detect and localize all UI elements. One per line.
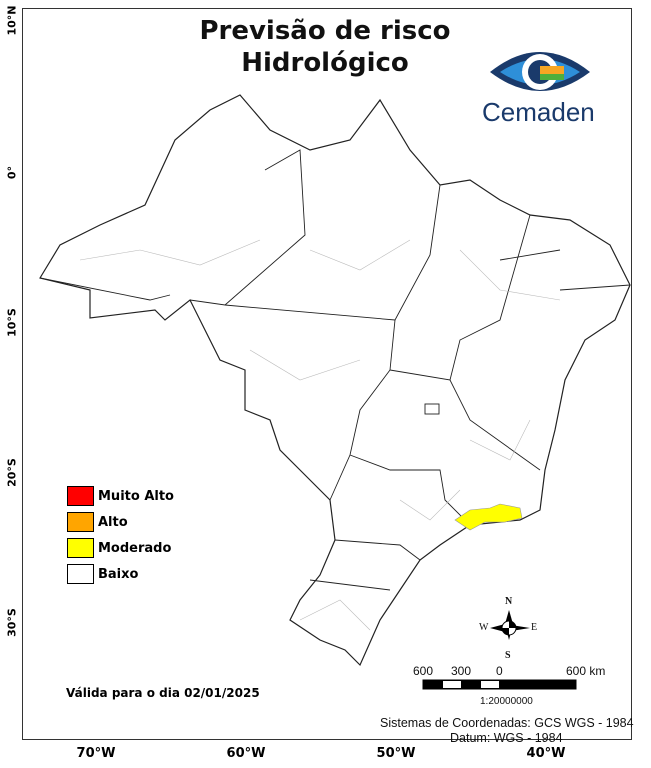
lon-label: 50°W xyxy=(376,746,416,761)
coordinate-system: Sistemas de Coordenadas: GCS WGS - 1984 xyxy=(380,716,634,730)
valid-date: Válida para o dia 02/01/2025 xyxy=(66,686,260,700)
scale-label: 300 xyxy=(451,664,472,678)
lat-label: 30°S xyxy=(5,608,19,637)
scale-label: 0 xyxy=(496,664,503,678)
scale-label: 600 km xyxy=(566,664,606,678)
compass-s: S xyxy=(505,650,511,661)
legend-item-muito-alto: Muito Alto xyxy=(67,486,174,506)
scale-ratio: 1:20000000 xyxy=(480,696,533,707)
compass-w: W xyxy=(479,622,489,633)
legend-label: Moderado xyxy=(98,540,172,556)
legend-item-moderado: Moderado xyxy=(67,538,171,558)
legend-label: Muito Alto xyxy=(98,488,174,504)
municipal-borders xyxy=(79,239,561,631)
scale-label: 600 xyxy=(413,664,434,678)
lat-label: 0° xyxy=(5,165,19,180)
lat-label: 10°N xyxy=(5,5,19,36)
state-borders xyxy=(39,149,631,591)
compass-e: E xyxy=(531,622,538,633)
compass-n: N xyxy=(505,596,513,607)
scale-bar xyxy=(422,679,577,690)
logo-text: Cemaden xyxy=(482,97,595,127)
lon-label: 70°W xyxy=(76,746,116,761)
lon-label: 60°W xyxy=(226,746,266,761)
lon-label: 40°W xyxy=(526,746,566,761)
datum: Datum: WGS - 1984 xyxy=(450,731,563,745)
map-subtitle: Hidrológico xyxy=(241,48,409,78)
legend-swatch xyxy=(67,512,94,532)
legend-label: Alto xyxy=(98,514,128,530)
legend-swatch xyxy=(67,486,94,506)
compass-rose xyxy=(490,610,530,640)
moderate-risk-area xyxy=(454,503,523,531)
legend-swatch xyxy=(67,538,94,558)
map-title: Previsão de risco xyxy=(199,16,451,46)
eye-logo-icon xyxy=(490,52,590,91)
map-frame xyxy=(22,8,632,740)
lat-label: 20°S xyxy=(5,458,19,487)
legend-item-baixo: Baixo xyxy=(67,564,138,584)
lat-label: 10°S xyxy=(5,308,19,337)
legend-label: Baixo xyxy=(98,566,139,582)
legend-swatch xyxy=(67,564,94,584)
legend-item-alto: Alto xyxy=(67,512,128,532)
cemaden-logo: Cemaden xyxy=(478,40,598,130)
